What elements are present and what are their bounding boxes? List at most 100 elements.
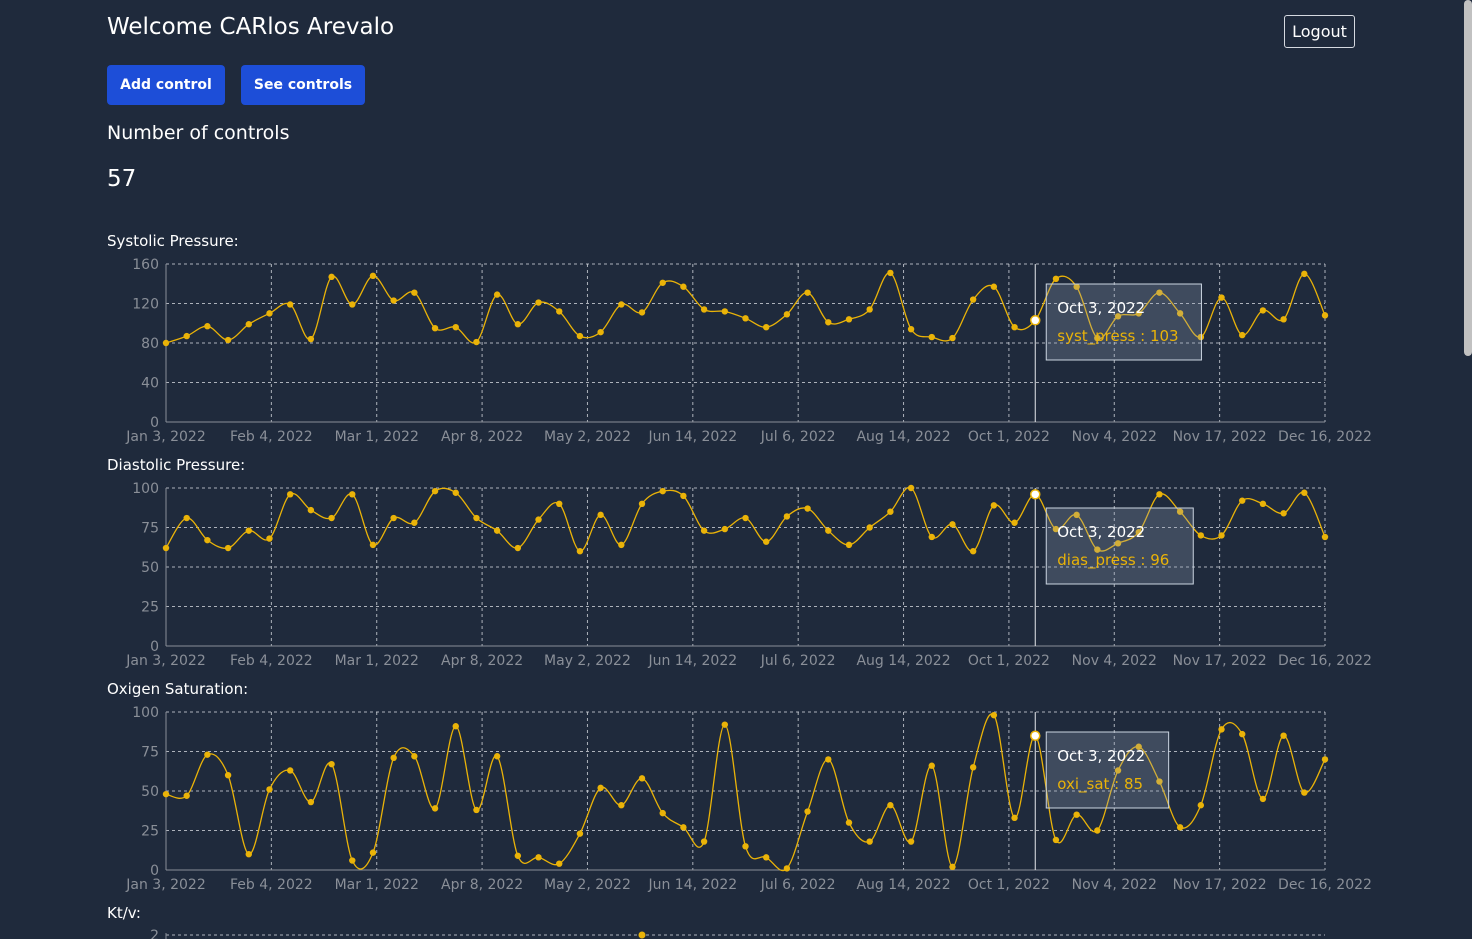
logout-button[interactable]: Logout xyxy=(1284,15,1355,48)
oxygen-data-point[interactable] xyxy=(1176,824,1184,831)
systolic-data-point[interactable] xyxy=(618,301,625,308)
systolic-data-point[interactable] xyxy=(369,272,377,280)
systolic-data-point[interactable] xyxy=(1218,294,1225,301)
systolic-data-point[interactable] xyxy=(825,319,832,326)
diastolic-data-point[interactable] xyxy=(804,505,811,512)
oxygen-data-point[interactable] xyxy=(700,838,708,845)
systolic-data-point[interactable] xyxy=(907,325,915,333)
diastolic-data-point[interactable] xyxy=(1239,497,1246,504)
systolic-data-point[interactable] xyxy=(328,273,335,281)
oxygen-data-point[interactable] xyxy=(514,852,522,859)
diastolic-data-point[interactable] xyxy=(493,527,501,534)
diastolic-data-point[interactable] xyxy=(845,541,853,549)
diastolic-data-point[interactable] xyxy=(411,519,418,526)
systolic-data-point[interactable] xyxy=(949,334,956,342)
systolic-data-point[interactable] xyxy=(1135,310,1142,317)
systolic-data-point[interactable] xyxy=(1239,331,1246,339)
systolic-data-point[interactable] xyxy=(1156,289,1163,296)
oxygen-data-point[interactable] xyxy=(804,808,811,815)
diastolic-data-point[interactable] xyxy=(969,548,977,555)
diastolic-data-point[interactable] xyxy=(1321,533,1329,541)
systolic-active-point[interactable] xyxy=(1030,315,1041,326)
oxygen-data-point[interactable] xyxy=(597,784,604,792)
diastolic-data-point[interactable] xyxy=(907,484,915,492)
diastolic-data-point[interactable] xyxy=(390,514,397,522)
diastolic-data-point[interactable] xyxy=(1176,508,1184,515)
systolic-data-point[interactable] xyxy=(866,306,873,313)
add-control-button[interactable]: Add control xyxy=(107,65,225,105)
diastolic-data-point[interactable] xyxy=(224,544,232,552)
oxygen-data-point[interactable] xyxy=(1073,811,1080,818)
systolic-data-point[interactable] xyxy=(1301,270,1308,278)
oxygen-data-point[interactable] xyxy=(224,772,232,779)
systolic-data-point[interactable] xyxy=(266,310,273,317)
oxygen-data-point[interactable] xyxy=(162,790,170,798)
diastolic-data-point[interactable] xyxy=(266,535,273,542)
diastolic-data-point[interactable] xyxy=(680,492,687,500)
oxygen-data-point[interactable] xyxy=(369,849,377,856)
oxygen-data-point[interactable] xyxy=(245,851,252,858)
systolic-data-point[interactable] xyxy=(1197,333,1205,341)
oxygen-data-point[interactable] xyxy=(845,819,853,826)
oxygen-data-point[interactable] xyxy=(1321,756,1329,763)
diastolic-data-point[interactable] xyxy=(1073,511,1080,519)
systolic-data-point[interactable] xyxy=(1011,324,1018,331)
systolic-data-point[interactable] xyxy=(1280,316,1287,323)
systolic-data-point[interactable] xyxy=(431,324,439,332)
diastolic-data-point[interactable] xyxy=(866,524,873,531)
oxygen-data-point[interactable] xyxy=(431,805,439,812)
systolic-data-point[interactable] xyxy=(742,315,749,322)
diastolic-data-point[interactable] xyxy=(183,514,190,522)
systolic-data-point[interactable] xyxy=(245,321,252,328)
diastolic-data-point[interactable] xyxy=(659,487,666,495)
systolic-data-point[interactable] xyxy=(204,323,211,330)
oxygen-data-point[interactable] xyxy=(742,843,749,850)
diastolic-data-point[interactable] xyxy=(1156,491,1163,498)
oxygen-data-point[interactable] xyxy=(618,802,625,809)
oxygen-data-point[interactable] xyxy=(762,854,770,861)
oxygen-data-point[interactable] xyxy=(907,838,915,845)
diastolic-data-point[interactable] xyxy=(618,541,625,549)
systolic-data-point[interactable] xyxy=(597,328,604,336)
diastolic-data-point[interactable] xyxy=(1052,525,1060,533)
systolic-data-point[interactable] xyxy=(1052,275,1060,283)
diastolic-data-point[interactable] xyxy=(286,491,294,498)
systolic-data-point[interactable] xyxy=(659,279,666,286)
diastolic-data-point[interactable] xyxy=(1197,532,1205,539)
scrollbar-thumb[interactable] xyxy=(1464,0,1472,356)
oxygen-data-point[interactable] xyxy=(286,767,294,774)
diastolic-data-point[interactable] xyxy=(949,521,956,528)
systolic-data-point[interactable] xyxy=(845,316,853,323)
oxygen-data-point[interactable] xyxy=(1259,795,1267,803)
diastolic-data-point[interactable] xyxy=(1094,546,1101,553)
oxygen-data-point[interactable] xyxy=(990,711,998,719)
diastolic-data-point[interactable] xyxy=(742,514,749,522)
systolic-data-point[interactable] xyxy=(183,332,190,340)
systolic-data-point[interactable] xyxy=(887,269,894,277)
diastolic-data-point[interactable] xyxy=(783,513,791,520)
oxygen-data-point[interactable] xyxy=(721,721,729,728)
systolic-data-point[interactable] xyxy=(514,321,522,328)
systolic-data-point[interactable] xyxy=(493,291,501,298)
oxygen-data-point[interactable] xyxy=(183,792,190,799)
systolic-data-point[interactable] xyxy=(390,297,397,304)
systolic-data-point[interactable] xyxy=(224,336,232,344)
oxygen-data-point[interactable] xyxy=(390,754,397,762)
systolic-data-point[interactable] xyxy=(969,296,977,303)
systolic-data-point[interactable] xyxy=(1259,307,1267,314)
diastolic-data-point[interactable] xyxy=(1280,510,1287,517)
oxygen-data-point[interactable] xyxy=(328,760,335,768)
diastolic-data-point[interactable] xyxy=(473,514,480,522)
systolic-data-point[interactable] xyxy=(535,299,542,306)
oxygen-data-point[interactable] xyxy=(266,786,273,793)
diastolic-data-point[interactable] xyxy=(1011,519,1018,526)
systolic-data-point[interactable] xyxy=(638,309,646,316)
systolic-data-point[interactable] xyxy=(473,338,480,346)
diastolic-data-point[interactable] xyxy=(990,502,998,509)
diastolic-data-point[interactable] xyxy=(597,511,604,519)
oxygen-data-point[interactable] xyxy=(307,798,315,806)
diastolic-data-point[interactable] xyxy=(1301,489,1308,496)
oxygen-data-point[interactable] xyxy=(866,838,873,845)
oxygen-data-point[interactable] xyxy=(1094,827,1101,834)
diastolic-data-point[interactable] xyxy=(514,544,522,552)
